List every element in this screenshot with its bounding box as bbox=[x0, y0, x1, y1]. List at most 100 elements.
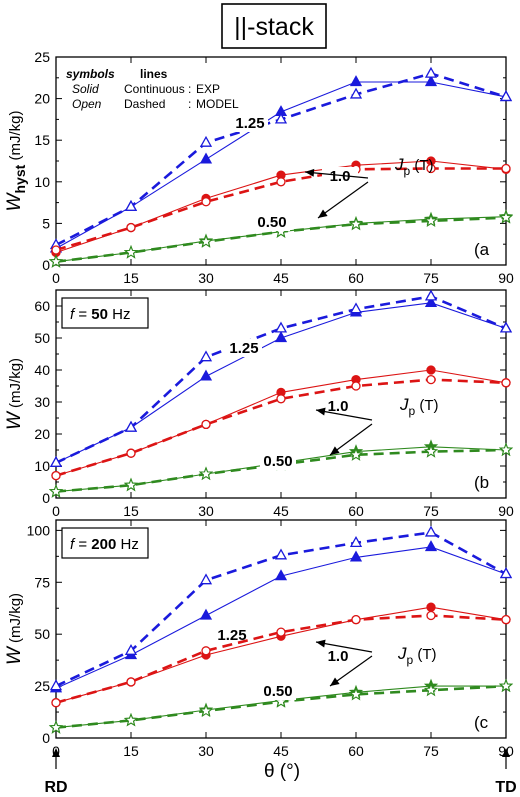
data-point-model bbox=[348, 686, 364, 701]
series-label: 1.25 bbox=[229, 340, 258, 357]
chart-panels: 0 5 10 15 20 25 0 15 30 45 60 75 90 Whyst (mJ/kg) (a 1.… bbox=[4, 49, 514, 759]
td-label: TD bbox=[495, 779, 516, 796]
frequency-label: f = 200 Hz bbox=[70, 536, 139, 553]
series-1.25: 1.25 bbox=[49, 289, 513, 467]
y-axis-label: Whyst (mJ/kg) bbox=[4, 111, 28, 212]
x-tick-label: 90 bbox=[498, 270, 514, 286]
data-point-model bbox=[423, 213, 439, 228]
series-line-exp bbox=[55, 546, 507, 689]
data-point-model bbox=[349, 87, 363, 99]
data-point-model bbox=[424, 289, 438, 301]
data-point-model bbox=[426, 610, 436, 621]
series-label-bg bbox=[226, 339, 262, 357]
y-tick-label: 0 bbox=[42, 730, 50, 746]
data-point-model bbox=[276, 627, 286, 637]
data-point-model bbox=[49, 679, 63, 691]
data-point-model bbox=[498, 442, 514, 457]
panel-2: 0 10 20 30 40 50 60 0 15 30 45 60 75 90 W (mJ/kg) (b f =… bbox=[4, 289, 514, 519]
data-point-exp bbox=[199, 608, 213, 620]
x-tick-label: 15 bbox=[123, 270, 139, 286]
x-tick-label: 45 bbox=[273, 270, 289, 286]
rd-label: RD bbox=[44, 779, 67, 796]
data-point-model bbox=[274, 112, 288, 124]
series-label-bg bbox=[320, 647, 356, 665]
series-label-bg bbox=[254, 213, 290, 231]
data-point-model bbox=[501, 163, 511, 174]
series-1.0: 1.0 bbox=[51, 365, 511, 481]
td-marker bbox=[502, 748, 510, 769]
series-label: 0.50 bbox=[263, 453, 292, 470]
data-point-model bbox=[426, 163, 436, 174]
data-point-model bbox=[48, 720, 64, 734]
data-point-model bbox=[276, 394, 286, 404]
data-point-exp bbox=[349, 550, 363, 562]
y-axis-label: W (mJ/kg) bbox=[4, 593, 25, 665]
data-point-model bbox=[51, 245, 61, 255]
data-point-model bbox=[349, 302, 363, 314]
legend-head-lines: lines bbox=[140, 67, 168, 81]
legend-sep: : bbox=[188, 82, 191, 96]
series-1.0: 1.0 bbox=[51, 156, 511, 258]
x-tick-label: 60 bbox=[348, 270, 364, 286]
series-label: 1.0 bbox=[330, 168, 351, 185]
frequency-label: f = 50 Hz bbox=[70, 306, 130, 323]
jp-arrow bbox=[315, 409, 373, 421]
legend-lines: Continuous bbox=[124, 82, 185, 96]
data-point-model bbox=[126, 448, 136, 458]
series-0.50: 0.50 bbox=[48, 678, 514, 734]
y-tick-label: 50 bbox=[34, 626, 50, 642]
y-tick-label: 5 bbox=[42, 215, 50, 231]
data-point-model bbox=[499, 567, 513, 579]
data-point-model bbox=[126, 222, 136, 233]
data-point-model bbox=[423, 444, 439, 458]
data-point-model bbox=[351, 381, 361, 391]
legend-head-symbols: symbols bbox=[66, 67, 115, 81]
jp-arrowhead bbox=[316, 407, 326, 416]
data-point-exp bbox=[426, 365, 436, 375]
legend-symbols: Solid bbox=[72, 82, 99, 96]
data-point-exp bbox=[424, 540, 438, 552]
data-point-model bbox=[199, 135, 213, 147]
data-point-model bbox=[51, 698, 61, 708]
jp-arrow bbox=[315, 641, 373, 653]
series-0.50: 0.50 bbox=[48, 209, 514, 268]
data-point-exp bbox=[274, 569, 288, 581]
jp-label: Jp (T) bbox=[394, 155, 434, 178]
jp-arrowhead bbox=[316, 639, 326, 648]
data-point-model bbox=[423, 682, 439, 697]
data-point-exp bbox=[274, 331, 288, 343]
y-tick-label: 25 bbox=[34, 49, 50, 65]
data-point-model bbox=[348, 216, 364, 231]
data-point-model bbox=[123, 244, 139, 259]
data-point-model bbox=[351, 615, 361, 625]
x-tick-label: 30 bbox=[198, 503, 214, 519]
data-point-model bbox=[198, 234, 214, 248]
data-point-model bbox=[424, 66, 438, 78]
data-point-exp bbox=[424, 295, 438, 307]
data-point-model bbox=[499, 90, 513, 102]
data-point-model bbox=[51, 470, 61, 481]
legend-lines: Dashed bbox=[124, 97, 165, 111]
series-label: 0.50 bbox=[263, 683, 292, 700]
data-point-exp bbox=[199, 369, 213, 381]
x-tick-label: 30 bbox=[198, 270, 214, 286]
y-tick-label: 25 bbox=[34, 678, 50, 694]
series-label: 1.0 bbox=[328, 398, 349, 415]
y-tick-label: 100 bbox=[27, 522, 51, 538]
data-point-model bbox=[274, 321, 288, 333]
data-point-exp bbox=[424, 75, 438, 87]
x-tick-label: 30 bbox=[198, 743, 214, 759]
legend-meaning: MODEL bbox=[196, 97, 239, 111]
frequency-box bbox=[61, 297, 149, 329]
data-point-model bbox=[124, 199, 138, 211]
series-label: 1.25 bbox=[235, 115, 264, 132]
series-label-bg bbox=[322, 167, 358, 185]
y-tick-label: 60 bbox=[34, 298, 50, 314]
data-point-model bbox=[49, 455, 63, 467]
y-axis-label: W (mJ/kg) bbox=[4, 358, 25, 430]
data-point-model bbox=[201, 419, 211, 430]
legend-sep: : bbox=[188, 97, 191, 111]
data-point-model bbox=[126, 677, 136, 687]
data-point-model bbox=[199, 350, 213, 362]
